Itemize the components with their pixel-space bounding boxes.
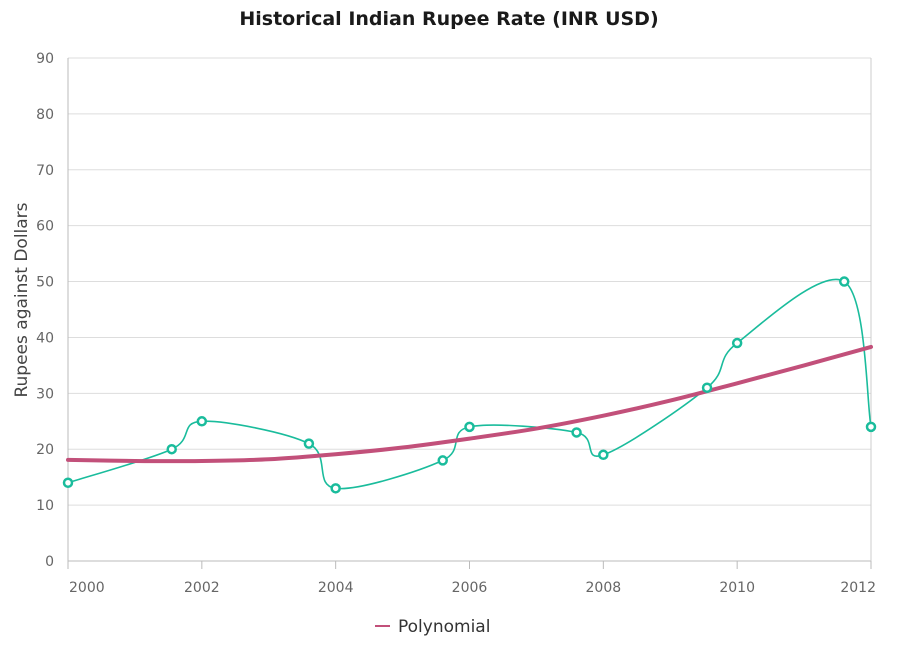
data-point-marker <box>731 337 743 349</box>
data-point-marker <box>701 382 713 393</box>
y-tick-label: 80 <box>36 107 54 123</box>
chart-title: Historical Indian Rupee Rate (INR USD) <box>239 8 659 30</box>
data-point-marker <box>865 421 877 433</box>
data-point-marker <box>598 449 609 461</box>
data-point-marker <box>166 443 177 455</box>
data-point-marker <box>464 421 475 433</box>
x-tick-label: 2012 <box>840 580 876 596</box>
y-tick-label: 90 <box>36 51 54 67</box>
legend[interactable]: Polynomial <box>375 617 490 637</box>
data-point-marker <box>838 276 850 287</box>
y-tick-label: 40 <box>36 330 54 346</box>
x-tick-label: 2010 <box>719 580 755 596</box>
data-series-line <box>67 278 872 490</box>
series-layer <box>62 276 877 494</box>
y-axis-title: Rupees against Dollars <box>12 202 32 397</box>
data-point-marker <box>303 438 315 449</box>
y-tick-label: 10 <box>36 498 54 514</box>
data-point-marker <box>62 477 74 489</box>
y-tick-label: 20 <box>36 442 54 458</box>
data-point-marker <box>437 455 448 466</box>
data-point-marker <box>330 483 341 494</box>
y-tick-label: 70 <box>36 163 54 179</box>
x-tick-label: 2006 <box>452 580 488 596</box>
y-tick-label: 50 <box>36 275 54 291</box>
data-point-marker <box>571 427 582 438</box>
axes <box>67 58 872 569</box>
x-tick-label: 2008 <box>586 580 622 596</box>
x-tick-label: 2000 <box>69 580 105 596</box>
y-tick-label: 60 <box>36 219 54 235</box>
x-tick-label: 2004 <box>318 580 354 596</box>
trendline-polynomial <box>66 344 873 464</box>
y-tick-label: 0 <box>45 554 54 570</box>
x-tick-label: 2002 <box>184 580 220 596</box>
legend-label-polynomial: Polynomial <box>398 617 490 637</box>
y-tick-label: 30 <box>36 386 54 402</box>
tick-labels: 0 10 20 30 40 50 60 70 80 90 2000 2002 2004 2006 2008 2… <box>36 51 876 596</box>
grid-lines <box>68 57 871 506</box>
data-point-marker <box>196 416 208 427</box>
